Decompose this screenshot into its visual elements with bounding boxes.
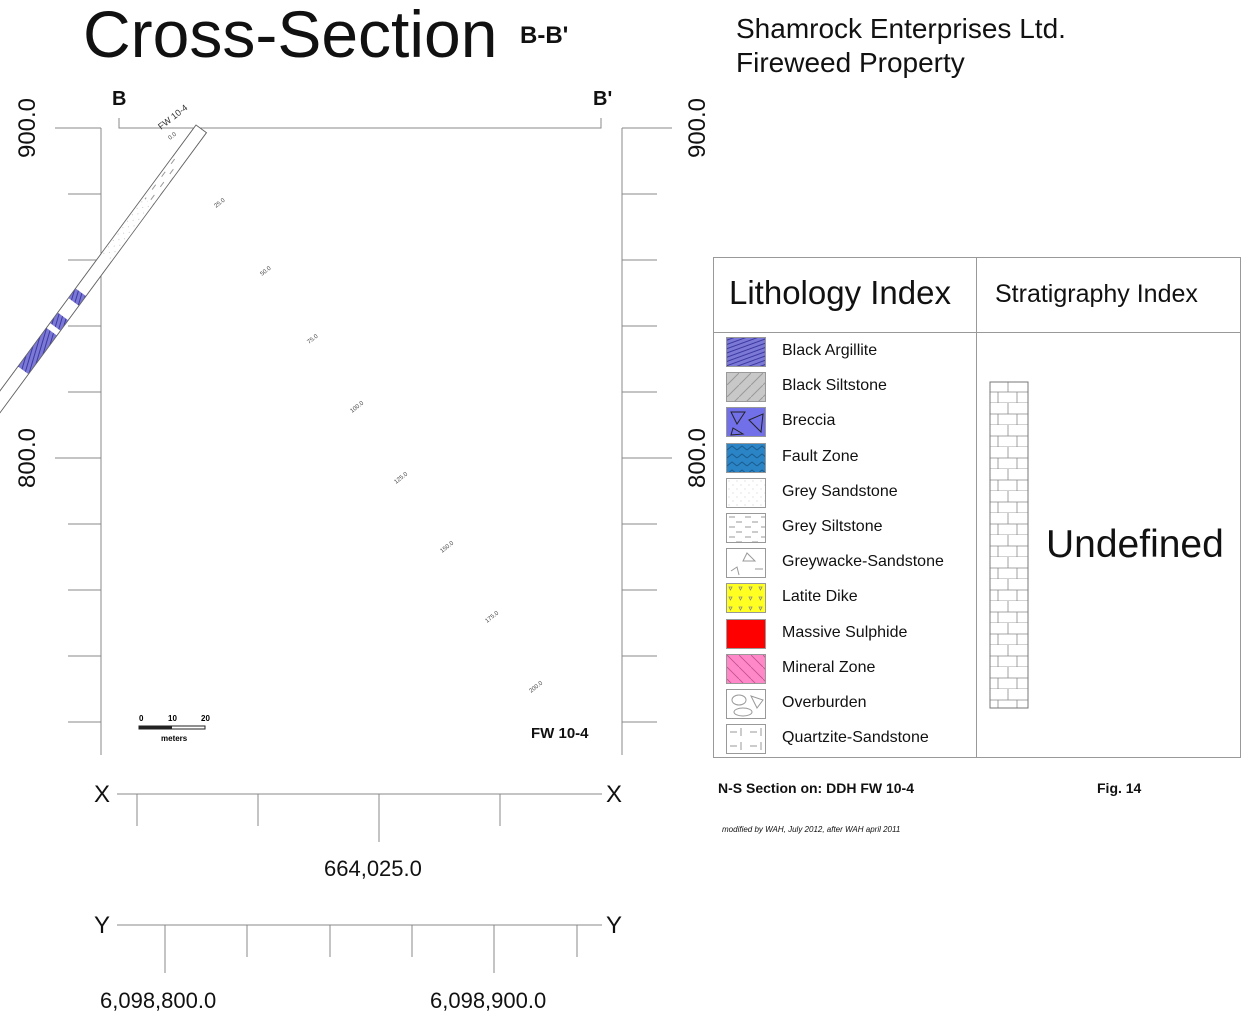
legend-label: Mineral Zone xyxy=(782,658,876,676)
drillhole-label-top: FW 10-4 xyxy=(156,102,189,131)
legend-label: Quartzite-Sandstone xyxy=(782,729,929,747)
property-name: Fireweed Property xyxy=(736,47,965,78)
left-elevation-900: 900.0 xyxy=(14,97,41,159)
legend-swatch-quartzite xyxy=(726,724,766,755)
legend-label: Breccia xyxy=(782,412,836,430)
legend-divider-horizontal xyxy=(713,332,1241,333)
depth-tick-75: 75.0 xyxy=(307,333,320,345)
legend-swatch-siltstone xyxy=(726,372,766,403)
scale-unit: meters xyxy=(161,734,188,743)
cross-section-diagram: 0.0 25.0 50.0 75.0 100.0 125.0 150.0 175… xyxy=(0,102,672,770)
figure-number: Fig. 14 xyxy=(1097,780,1142,796)
legend-box xyxy=(713,257,1241,758)
legend-swatch-sulphide xyxy=(726,618,766,649)
legend-swatch-mineral xyxy=(726,653,766,684)
legend-label: Massive Sulphide xyxy=(782,623,908,641)
legend-label: Fault Zone xyxy=(782,447,859,465)
depth-tick-200: 200.0 xyxy=(529,680,545,694)
right-elevation-ticks xyxy=(622,127,672,723)
stratigraphy-column xyxy=(989,381,1029,709)
legend-divider-vertical xyxy=(976,257,977,758)
x-axis-letter-left: X xyxy=(94,781,111,808)
company-name: Shamrock Enterprises Ltd. xyxy=(736,13,1066,44)
legend-label: Black Siltstone xyxy=(782,377,887,395)
page-title: Cross-Section xyxy=(83,0,498,71)
depth-tick-25: 25.0 xyxy=(214,197,227,209)
y-axis-letter-left: Y xyxy=(94,912,111,939)
depth-tick-100: 100.0 xyxy=(350,400,366,414)
scale-bar: 0 10 20 meters xyxy=(138,714,210,743)
section-end-mark: B' xyxy=(593,88,613,110)
interval-sandstone-1 xyxy=(101,197,154,262)
y-axis-value-1: 6,098,800.0 xyxy=(100,988,217,1013)
depth-tick-125: 125.0 xyxy=(394,471,410,485)
legend-label: Black Argillite xyxy=(782,342,878,359)
stratigraphy-index-header: Stratigraphy Index xyxy=(995,280,1198,308)
y-axis-letter-right: Y xyxy=(606,912,623,939)
drillhole-label-bottom: FW 10-4 xyxy=(531,725,589,742)
left-elevation-800: 800.0 xyxy=(14,427,41,489)
section-start-mark: B xyxy=(112,88,127,110)
legend-label: Latite Dike xyxy=(782,588,858,606)
legend-swatch-greysilt xyxy=(726,513,766,543)
interval-greywacke xyxy=(142,157,183,206)
legend-swatch-sandstone xyxy=(726,477,766,508)
legend-label: Greywacke-Sandstone xyxy=(782,553,944,571)
modified-note: modified by WAH, July 2012, after WAH ap… xyxy=(722,825,901,834)
scale-tick-10: 10 xyxy=(168,714,177,723)
depth-tick-175: 175.0 xyxy=(485,610,501,624)
legend-label: Grey Siltstone xyxy=(782,518,883,535)
interval-argillite-3 xyxy=(17,327,57,375)
x-axis-letter-right: X xyxy=(606,781,623,808)
right-elevation-900: 900.0 xyxy=(684,97,711,159)
scale-tick-20: 20 xyxy=(201,714,210,723)
depth-tick-0: 0.0 xyxy=(168,131,179,141)
drillhole-trace xyxy=(0,124,208,770)
depth-tick-150: 150.0 xyxy=(440,540,456,554)
legend-swatch-latite xyxy=(726,583,766,614)
coordinate-axes xyxy=(117,793,602,973)
depth-tick-50: 50.0 xyxy=(260,265,273,277)
legend-swatch-argillite xyxy=(726,337,766,367)
stratigraphy-value: Undefined xyxy=(1046,523,1224,566)
right-elevation-800: 800.0 xyxy=(684,427,711,489)
section-note: N-S Section on: DDH FW 10-4 xyxy=(718,780,915,796)
scale-tick-0: 0 xyxy=(139,714,144,723)
lithology-index-header: Lithology Index xyxy=(729,274,951,311)
section-line xyxy=(118,118,602,129)
legend-label: Overburden xyxy=(782,694,867,711)
section-id: B-B' xyxy=(520,22,569,49)
legend-swatch-breccia xyxy=(726,407,766,438)
left-elevation-ticks xyxy=(55,127,101,723)
y-axis-value-2: 6,098,900.0 xyxy=(430,988,547,1013)
legend-swatch-fault xyxy=(726,442,766,473)
legend-swatch-overburden xyxy=(726,689,766,719)
legend-label: Grey Sandstone xyxy=(782,482,898,500)
legend-swatch-greywacke xyxy=(726,548,766,579)
x-axis-value: 664,025.0 xyxy=(324,856,422,881)
